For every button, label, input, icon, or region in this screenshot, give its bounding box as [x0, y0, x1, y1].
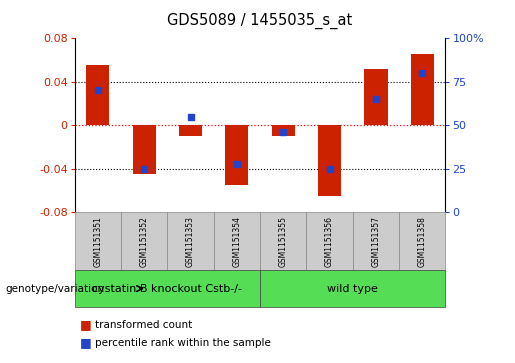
Bar — [75, 270, 260, 307]
Text: GSM1151353: GSM1151353 — [186, 216, 195, 267]
Text: GSM1151356: GSM1151356 — [325, 216, 334, 267]
Text: GSM1151355: GSM1151355 — [279, 216, 288, 267]
Bar — [353, 212, 399, 270]
Bar — [121, 212, 167, 270]
Text: GSM1151354: GSM1151354 — [232, 216, 242, 267]
Bar — [260, 212, 306, 270]
Bar — [226, 125, 248, 185]
Text: GSM1151352: GSM1151352 — [140, 216, 149, 267]
Bar — [410, 54, 434, 125]
Text: ■: ■ — [80, 337, 92, 350]
Bar — [214, 212, 260, 270]
Bar — [260, 270, 445, 307]
Text: cystatin B knockout Cstb-/-: cystatin B knockout Cstb-/- — [92, 284, 243, 294]
Text: wild type: wild type — [328, 284, 378, 294]
Text: GDS5089 / 1455035_s_at: GDS5089 / 1455035_s_at — [167, 13, 353, 29]
Text: genotype/variation: genotype/variation — [5, 284, 104, 294]
Bar — [86, 65, 109, 125]
Bar — [364, 69, 387, 125]
Bar — [133, 125, 156, 174]
Text: ■: ■ — [80, 318, 92, 331]
Bar — [306, 212, 353, 270]
Bar — [318, 125, 341, 196]
Text: transformed count: transformed count — [95, 320, 193, 330]
Bar — [399, 212, 445, 270]
Text: percentile rank within the sample: percentile rank within the sample — [95, 338, 271, 348]
Bar — [179, 125, 202, 136]
Text: GSM1151351: GSM1151351 — [93, 216, 102, 267]
Text: GSM1151358: GSM1151358 — [418, 216, 427, 267]
Bar — [167, 212, 214, 270]
Bar — [272, 125, 295, 136]
Text: GSM1151357: GSM1151357 — [371, 216, 381, 267]
Bar — [75, 212, 121, 270]
